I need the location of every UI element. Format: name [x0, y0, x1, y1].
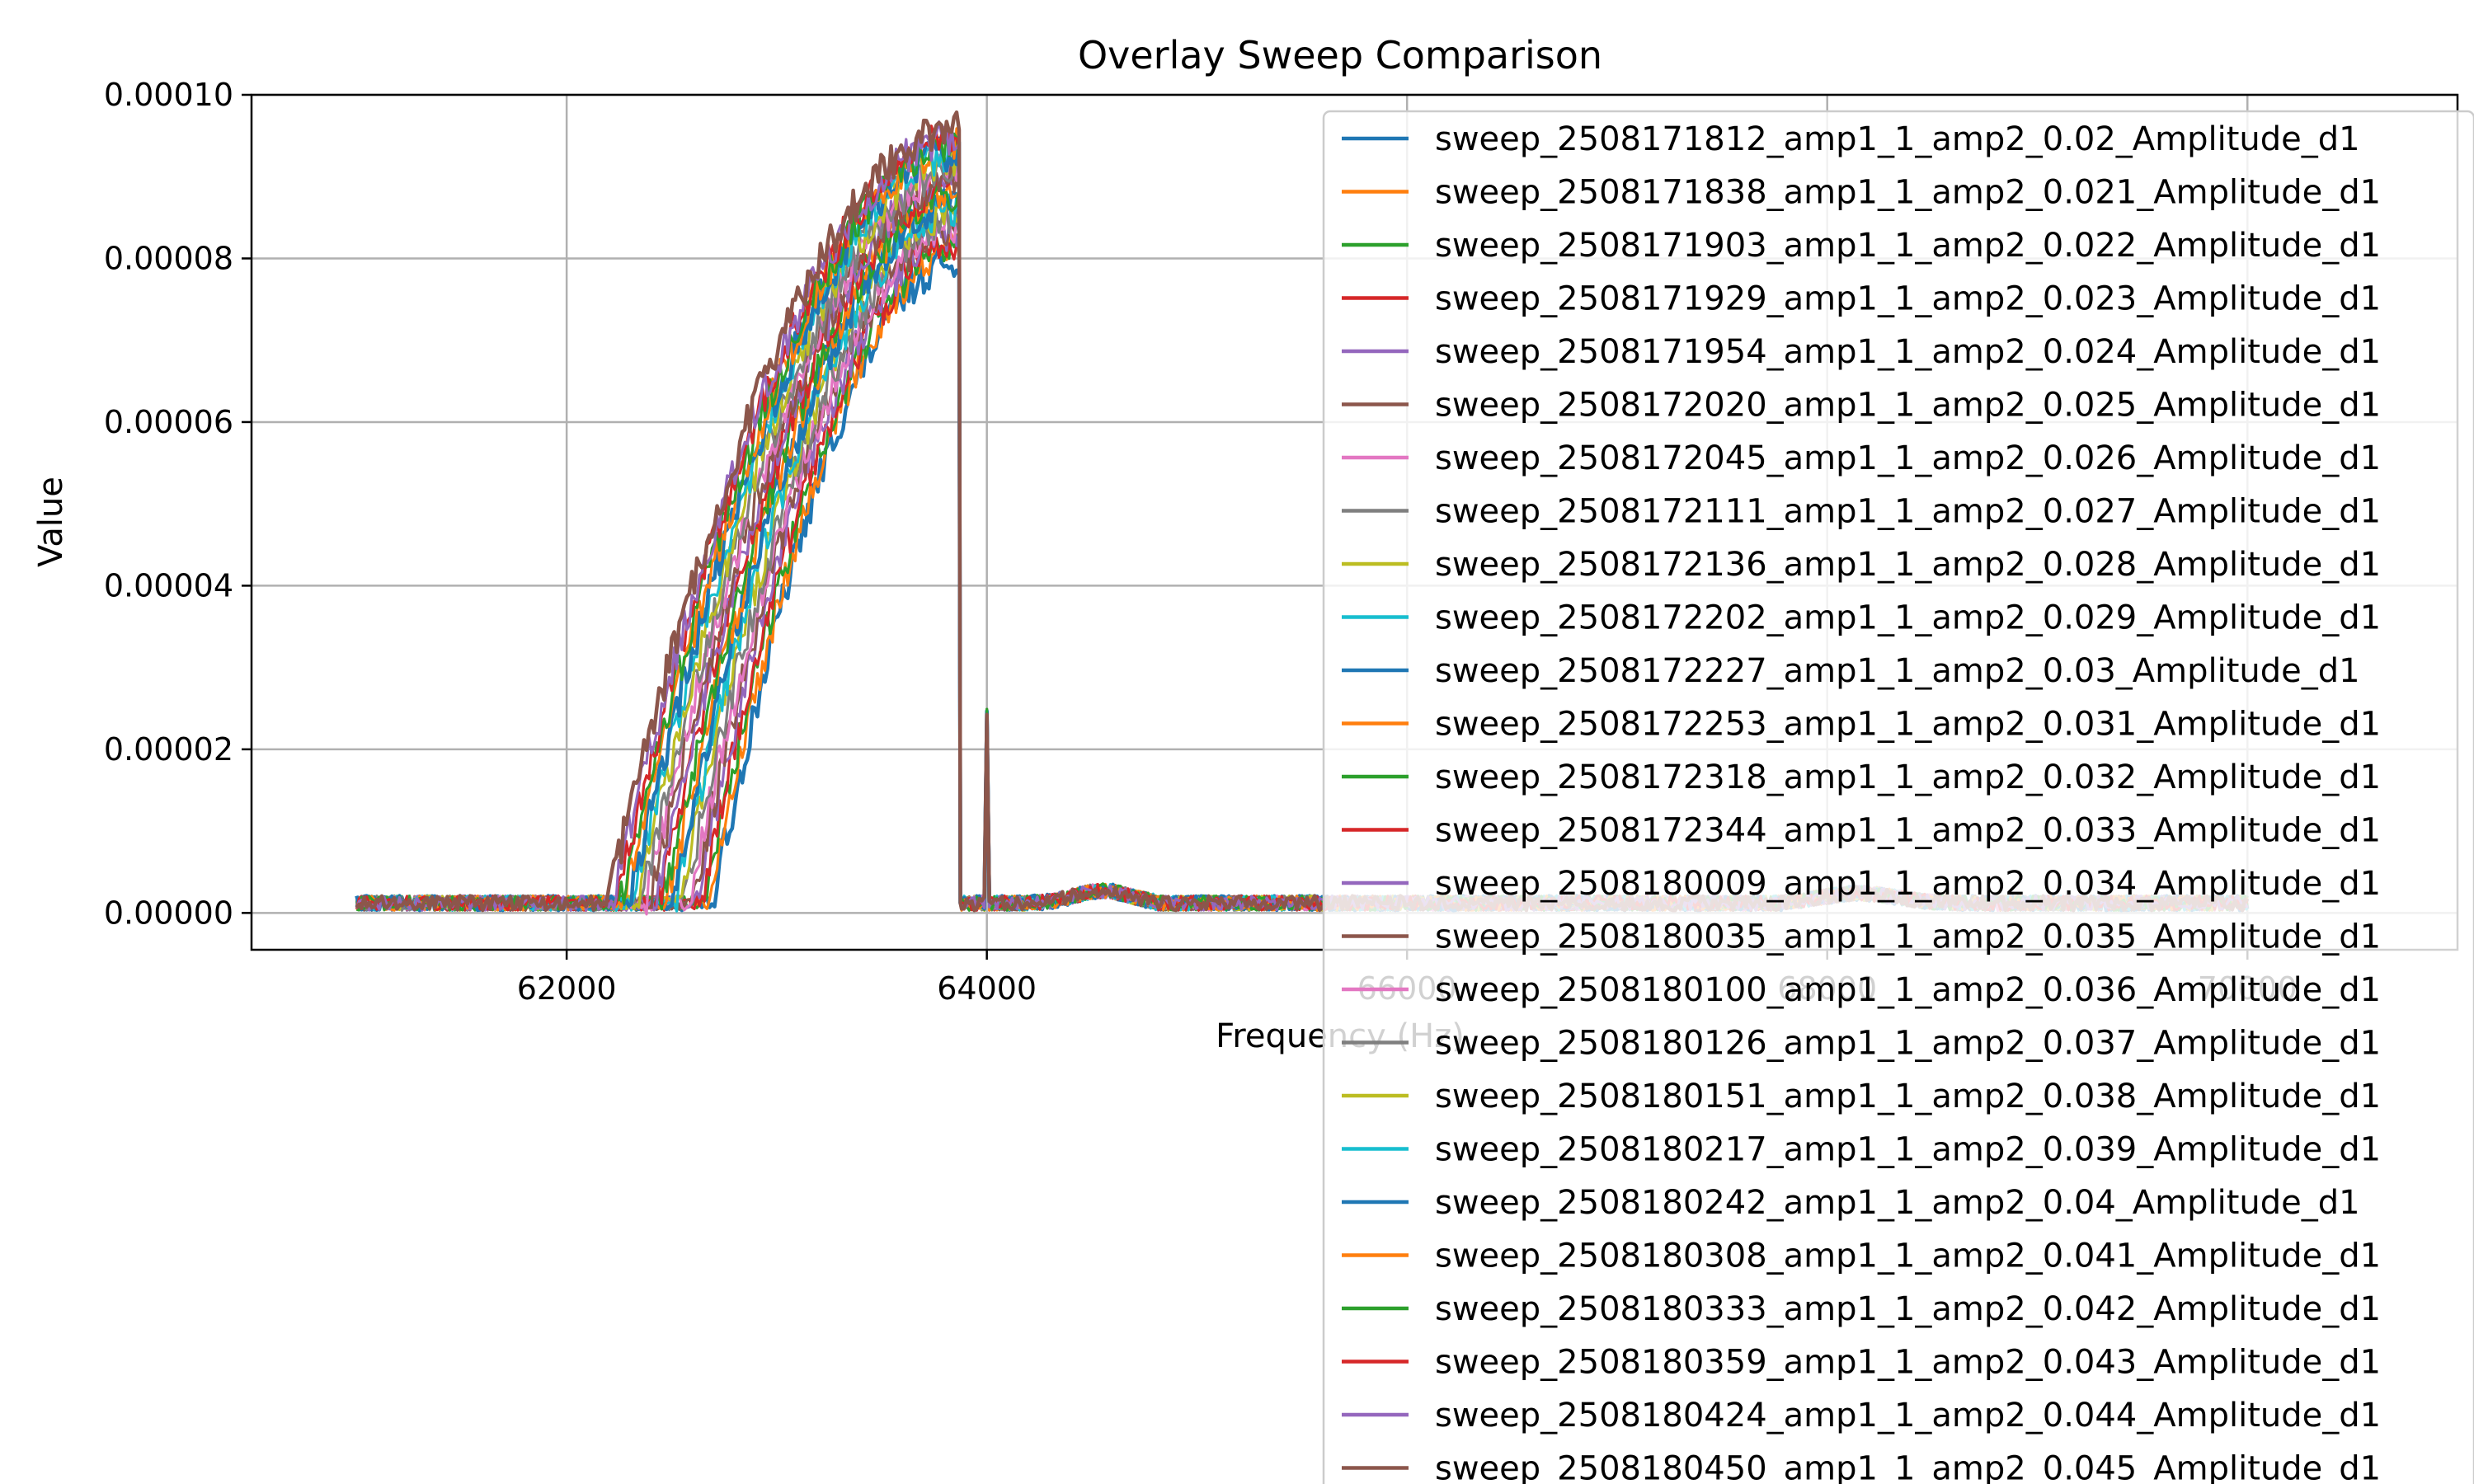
legend-label: sweep_2508172227_amp1_1_amp2_0.03_Amplit… — [1435, 652, 2360, 690]
legend-label: sweep_2508172136_amp1_1_amp2_0.028_Ampli… — [1435, 546, 2381, 584]
legend-label: sweep_2508172020_amp1_1_amp2_0.025_Ampli… — [1435, 387, 2381, 425]
legend-label: sweep_2508180151_amp1_1_amp2_0.038_Ampli… — [1435, 1078, 2381, 1115]
y-axis-label: Value — [32, 477, 70, 567]
legend-label: sweep_2508180009_amp1_1_amp2_0.034_Ampli… — [1435, 865, 2381, 903]
legend-label: sweep_2508180308_amp1_1_amp2_0.041_Ampli… — [1435, 1237, 2381, 1275]
y-axis: 0.00000 0.00002 0.00004 0.00006 0.00008 0.000… — [104, 77, 252, 931]
y-tick-label: 0.00000 — [104, 895, 233, 931]
legend: sweep_2508171812_amp1_1_amp2_0.02_Amplit… — [1322, 110, 2474, 1484]
legend-label: sweep_2508171903_amp1_1_amp2_0.022_Ampli… — [1435, 227, 2381, 265]
y-tick-label: 0.00004 — [104, 567, 233, 603]
y-tick-label: 0.00002 — [104, 731, 233, 768]
legend-label: sweep_2508171929_amp1_1_amp2_0.023_Ampli… — [1435, 280, 2381, 318]
legend-label: sweep_2508180359_amp1_1_amp2_0.043_Ampli… — [1435, 1344, 2381, 1382]
legend-label: sweep_2508180450_amp1_1_amp2_0.045_Ampli… — [1435, 1450, 2381, 1484]
legend-label: sweep_2508171838_amp1_1_amp2_0.021_Ampli… — [1435, 174, 2381, 212]
chart-title: Overlay Sweep Comparison — [1078, 33, 1602, 77]
legend-label: sweep_2508180035_amp1_1_amp2_0.035_Ampli… — [1435, 918, 2381, 956]
x-tick-label: 64000 — [937, 970, 1037, 1007]
legend-label: sweep_2508180217_amp1_1_amp2_0.039_Ampli… — [1435, 1131, 2381, 1169]
legend-label: sweep_2508180126_amp1_1_amp2_0.037_Ampli… — [1435, 1025, 2381, 1063]
legend-label: sweep_2508180242_amp1_1_amp2_0.04_Amplit… — [1435, 1184, 2360, 1222]
legend-label: sweep_2508180333_amp1_1_amp2_0.042_Ampli… — [1435, 1290, 2381, 1328]
legend-label: sweep_2508172318_amp1_1_amp2_0.032_Ampli… — [1435, 758, 2381, 796]
y-tick-label: 0.00008 — [104, 240, 233, 276]
legend-label: sweep_2508172045_amp1_1_amp2_0.026_Ampli… — [1435, 439, 2381, 477]
legend-label: sweep_2508172111_amp1_1_amp2_0.027_Ampli… — [1435, 493, 2381, 531]
legend-box — [1322, 110, 2474, 1484]
legend-label: sweep_2508172202_amp1_1_amp2_0.029_Ampli… — [1435, 599, 2381, 637]
legend-label: sweep_2508171812_amp1_1_amp2_0.02_Amplit… — [1435, 120, 2360, 158]
y-tick-label: 0.00010 — [104, 77, 233, 113]
y-tick-label: 0.00006 — [104, 404, 233, 440]
x-tick-label: 62000 — [517, 970, 617, 1007]
legend-label: sweep_2508180100_amp1_1_amp2_0.036_Ampli… — [1435, 971, 2381, 1009]
legend-label: sweep_2508172253_amp1_1_amp2_0.031_Ampli… — [1435, 706, 2381, 744]
legend-label: sweep_2508180424_amp1_1_amp2_0.044_Ampli… — [1435, 1397, 2381, 1435]
legend-label: sweep_2508171954_amp1_1_amp2_0.024_Ampli… — [1435, 333, 2381, 371]
legend-label: sweep_2508172344_amp1_1_amp2_0.033_Ampli… — [1435, 812, 2381, 850]
